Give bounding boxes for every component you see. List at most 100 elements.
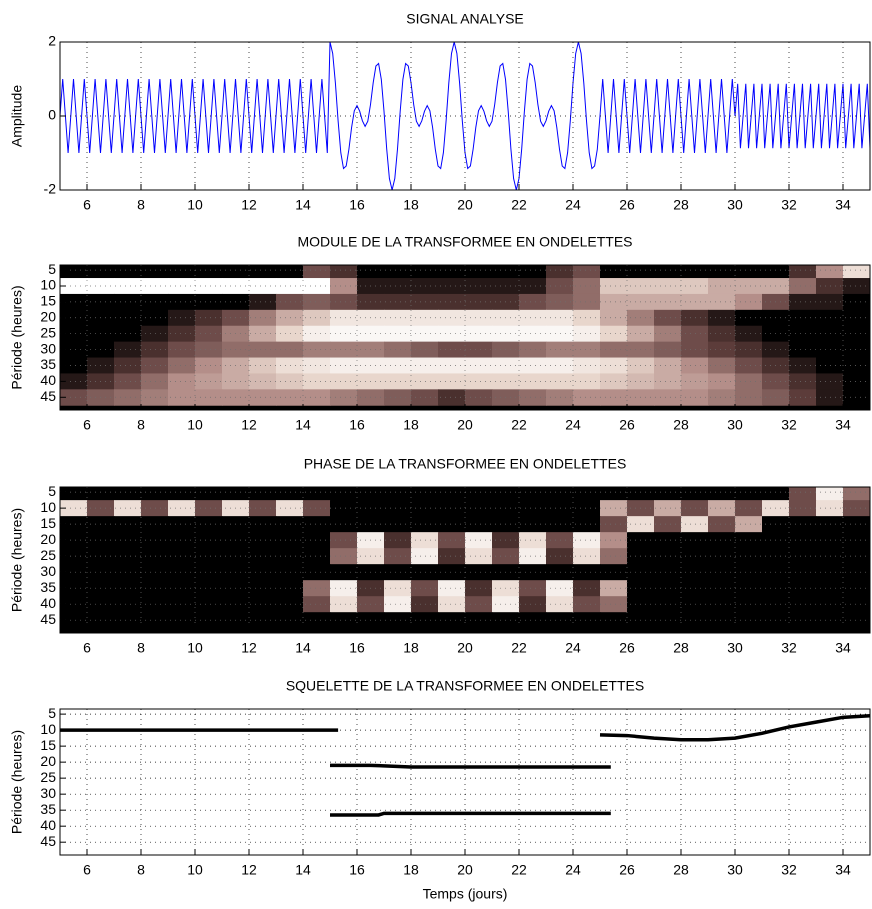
heat-cell <box>573 532 601 549</box>
x-tick-label: 14 <box>295 197 311 213</box>
heat-cell <box>519 596 547 613</box>
heat-cell <box>276 564 304 581</box>
heat-cell <box>330 265 358 279</box>
heat-cell <box>816 487 844 501</box>
heat-cell <box>600 612 628 629</box>
heat-cell <box>60 341 88 359</box>
heat-cell <box>168 487 196 501</box>
heat-cell <box>249 516 277 533</box>
heat-cell <box>654 548 682 565</box>
heat-cell <box>708 516 736 533</box>
heat-cell <box>330 500 358 517</box>
heat-cell <box>276 293 304 311</box>
heat-cell <box>681 309 709 327</box>
heat-cell <box>492 265 520 279</box>
heat-cell <box>87 265 115 279</box>
heat-cell <box>114 612 142 629</box>
heat-cell <box>141 564 169 581</box>
heat-cell <box>843 516 870 533</box>
heat-cell <box>681 341 709 359</box>
heat-cell <box>60 564 88 581</box>
x-tick-label: 18 <box>403 417 419 433</box>
y-tick-label: 0 <box>48 107 56 123</box>
heat-cell <box>384 487 412 501</box>
x-tick-label: 24 <box>565 417 581 433</box>
heat-cell <box>735 580 763 597</box>
heat-cell <box>519 309 547 327</box>
heat-cell <box>546 278 574 295</box>
x-tick-label: 22 <box>511 862 527 878</box>
x-tick-label: 32 <box>781 197 797 213</box>
y-tick-label: 40 <box>40 372 56 388</box>
heat-cell <box>195 373 223 390</box>
heat-cell <box>789 580 817 597</box>
heat-cell <box>843 389 870 406</box>
x-tick-label: 34 <box>835 640 851 656</box>
heat-cell <box>654 596 682 613</box>
heat-cell <box>330 309 358 327</box>
heat-cell <box>60 373 88 390</box>
x-tick-label: 34 <box>835 197 851 213</box>
heat-cell <box>465 357 493 374</box>
heat-cell <box>735 500 763 517</box>
heat-cell <box>384 389 412 406</box>
heat-cell <box>114 596 142 613</box>
chart-title: MODULE DE LA TRANSFORMEE EN ONDELETTES <box>297 234 632 250</box>
heat-cell <box>519 357 547 374</box>
x-tick-label: 28 <box>673 417 689 433</box>
heat-cell <box>735 487 763 501</box>
heat-cell <box>195 278 223 295</box>
heat-cell <box>519 548 547 565</box>
heat-cell <box>276 580 304 597</box>
heat-cell <box>438 596 466 613</box>
heat-cell <box>168 325 196 343</box>
heat-cell <box>600 532 628 549</box>
heat-cell <box>600 500 628 517</box>
heat-cell <box>303 389 331 406</box>
heat-cell <box>438 564 466 581</box>
heat-cell <box>168 532 196 549</box>
x-tick-label: 16 <box>349 640 365 656</box>
heat-cell <box>816 500 844 517</box>
x-tick-label: 14 <box>295 417 311 433</box>
heat-cell <box>438 265 466 279</box>
heat-cell <box>114 373 142 390</box>
heat-cell <box>303 596 331 613</box>
heat-cell <box>789 612 817 629</box>
heat-cell <box>573 487 601 501</box>
heat-cell <box>330 596 358 613</box>
heat-cell <box>546 580 574 597</box>
heat-cell <box>708 341 736 359</box>
heat-cell <box>168 265 196 279</box>
heat-cell <box>141 500 169 517</box>
heat-cell <box>600 596 628 613</box>
heat-cell <box>303 357 331 374</box>
heat-cell <box>843 612 870 629</box>
x-tick-label: 6 <box>83 640 91 656</box>
heat-cell <box>546 516 574 533</box>
heat-cell <box>195 516 223 533</box>
heat-cell <box>303 373 331 390</box>
heat-cell <box>303 309 331 327</box>
heat-cell <box>465 325 493 343</box>
heat-cell <box>411 516 439 533</box>
heat-cell <box>60 500 88 517</box>
heat-cell <box>438 341 466 359</box>
heat-cell <box>654 500 682 517</box>
heat-cell <box>519 516 547 533</box>
heat-cell <box>114 389 142 406</box>
heat-cell <box>654 278 682 295</box>
heat-cell <box>843 341 870 359</box>
y-tick-label: 25 <box>40 547 56 563</box>
heat-cell <box>438 500 466 517</box>
x-tick-label: 20 <box>457 640 473 656</box>
heat-cell <box>546 357 574 374</box>
heat-cell <box>708 580 736 597</box>
x-tick-label: 34 <box>835 862 851 878</box>
y-tick-label: 25 <box>40 324 56 340</box>
heat-cell <box>465 612 493 629</box>
heat-cell <box>384 341 412 359</box>
heat-cell <box>573 596 601 613</box>
heat-cell <box>276 487 304 501</box>
heat-cell <box>330 612 358 629</box>
